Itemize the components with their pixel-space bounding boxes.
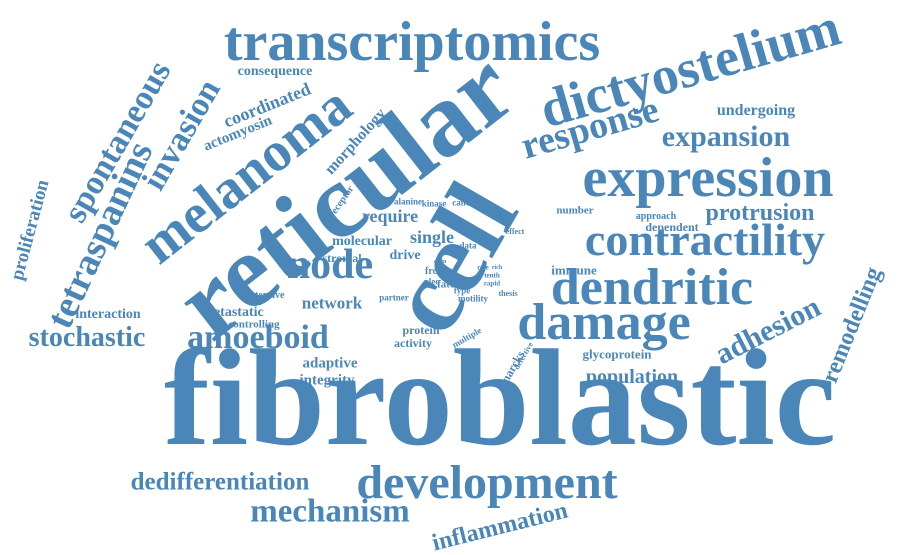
word-rapid: rapid (483, 279, 501, 288)
word-expression: expression (582, 147, 834, 209)
word-amoeboid: amoeboid (187, 319, 329, 356)
word-data: data (459, 240, 477, 251)
word-dedifferentiation: dedifferentiation (130, 468, 310, 496)
word-contractility: contractility (584, 214, 826, 265)
word-clec: clec (424, 276, 440, 287)
word-adaptive: adaptive (302, 355, 358, 372)
word-metastatic: metastatic (202, 305, 264, 320)
word-number: number (556, 204, 594, 217)
word-actin: actin (433, 259, 447, 265)
word-cancer: cancer (452, 197, 478, 208)
word-tenth: tenth (484, 271, 500, 280)
word-thesis: thesis (498, 289, 518, 298)
word-frcs: frcs (425, 266, 441, 277)
word-kinase: kinase (421, 198, 447, 209)
word-require: require (361, 206, 419, 226)
word-transcriptomics: transcriptomics (223, 11, 601, 73)
word-controlling: controlling (228, 318, 280, 331)
word-motility: motility (458, 293, 488, 304)
word-population: population (585, 366, 679, 388)
word-undergoing: undergoing (716, 102, 796, 119)
word-partner: partner (379, 292, 409, 303)
word-sperm: sperm (460, 276, 476, 282)
word-mechanism: mechanism (250, 493, 410, 530)
word-effect: effect (505, 227, 525, 236)
word-stochastic: stochastic (28, 322, 146, 353)
word-drive: drive (389, 248, 421, 263)
word-immune: immune (551, 262, 597, 278)
word-type: type (453, 285, 471, 296)
word-dependent: dependent (645, 220, 699, 234)
word-damage: damage (517, 294, 691, 351)
word-activity: activity (394, 336, 432, 350)
word-rich: rich (491, 265, 503, 271)
word-protrusion: protrusion (705, 200, 815, 226)
word-interaction: interaction (75, 307, 141, 322)
word-network: network (301, 293, 363, 313)
word-node: node (286, 242, 374, 288)
word-consequence: consequence (237, 64, 313, 79)
word-protein: protein (402, 323, 440, 337)
word-molecular: molecular (332, 234, 392, 249)
word-development: development (356, 456, 618, 509)
word-single: single (409, 227, 455, 247)
word-dendritic: dendritic (550, 259, 754, 316)
word-expansion: expansion (661, 120, 791, 153)
word-proliferation: proliferation (6, 177, 54, 283)
word-integrity: integrity (299, 372, 355, 389)
word-fibroblastic: fibroblastic (163, 321, 837, 474)
word-role: role (477, 263, 489, 272)
word-stromal: stromal (322, 251, 362, 265)
word-glycoprotein: glycoprotein (582, 346, 652, 362)
word-alanine: alanine (393, 196, 423, 207)
word-approach: approach (635, 211, 677, 222)
word-extensive: extensive (245, 290, 285, 301)
word-fate: fate (437, 278, 455, 291)
